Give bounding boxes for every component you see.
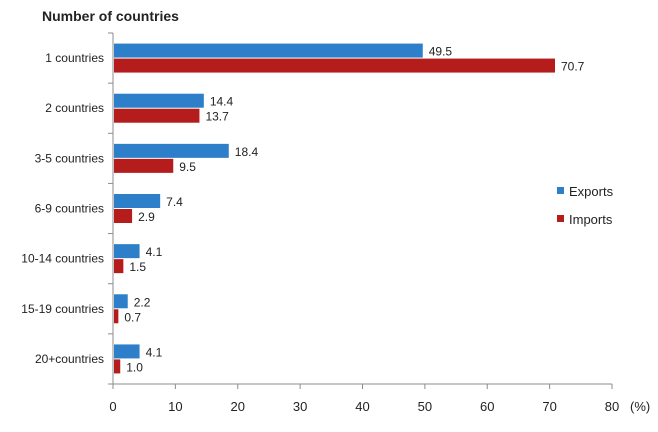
- data-label-exports: 4.1: [146, 345, 163, 359]
- data-label-exports: 14.4: [210, 95, 234, 109]
- y-tick-label: 20+countries: [35, 352, 104, 366]
- bar-exports-6: [114, 344, 140, 359]
- x-axis-unit: (%): [630, 399, 650, 414]
- bar-imports-2: [114, 158, 174, 173]
- bar-imports-4: [114, 259, 124, 274]
- data-label-imports: 1.5: [129, 260, 146, 274]
- legend-label-imports: Imports: [569, 212, 613, 227]
- bar-exports-5: [114, 294, 128, 309]
- bar-exports-1: [114, 93, 204, 108]
- y-tick-label: 6-9 countries: [35, 202, 104, 216]
- x-tick-label: 80: [605, 399, 619, 414]
- legend-swatch-imports: [557, 215, 564, 222]
- data-label-exports: 7.4: [166, 195, 183, 209]
- data-label-imports: 2.9: [138, 210, 155, 224]
- y-tick-label: 2 countries: [45, 101, 104, 115]
- x-tick-label: 0: [109, 399, 116, 414]
- bar-imports-0: [114, 58, 555, 73]
- x-tick-label: 40: [355, 399, 369, 414]
- data-label-imports: 9.5: [179, 160, 196, 174]
- bar-imports-6: [114, 359, 121, 374]
- data-label-imports: 13.7: [205, 110, 229, 124]
- x-tick-label: 10: [168, 399, 182, 414]
- bar-imports-3: [114, 209, 133, 223]
- bar-exports-3: [114, 194, 161, 208]
- data-label-exports: 2.2: [134, 295, 151, 309]
- bar-exports-0: [114, 43, 423, 58]
- bar-exports-2: [114, 143, 229, 158]
- data-label-imports: 1.0: [126, 360, 143, 374]
- x-tick-label: 30: [293, 399, 307, 414]
- data-label-exports: 49.5: [429, 45, 453, 59]
- x-tick-label: 50: [418, 399, 432, 414]
- legend-label-exports: Exports: [569, 184, 614, 199]
- y-tick-label: 15-19 countries: [21, 302, 104, 316]
- legend-swatch-exports: [557, 187, 564, 194]
- x-tick-label: 20: [231, 399, 245, 414]
- y-axis-title: Number of countries: [42, 8, 179, 24]
- bar-imports-5: [114, 309, 119, 324]
- data-label-exports: 18.4: [235, 145, 259, 159]
- bar-exports-4: [114, 244, 140, 259]
- data-label-imports: 0.7: [124, 310, 141, 324]
- data-label-imports: 70.7: [561, 60, 585, 74]
- x-tick-label: 70: [542, 399, 556, 414]
- y-tick-label: 10-14 countries: [21, 252, 104, 266]
- bar-imports-1: [114, 108, 200, 123]
- y-tick-label: 3-5 countries: [35, 151, 104, 165]
- data-label-exports: 4.1: [146, 245, 163, 259]
- x-tick-label: 60: [480, 399, 494, 414]
- y-tick-label: 1 countries: [45, 51, 104, 65]
